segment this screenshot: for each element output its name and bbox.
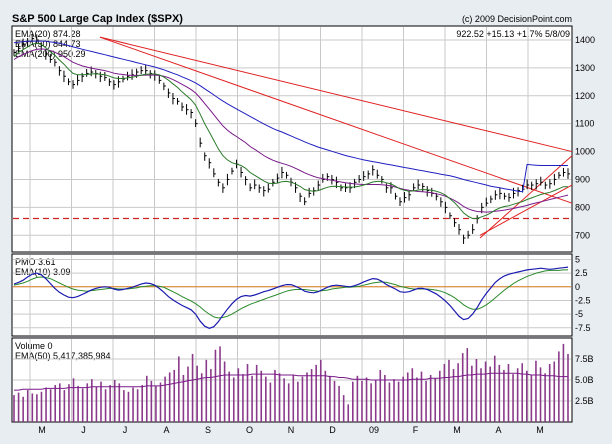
month-label: F — [413, 425, 419, 435]
y-tick-label: 0 — [575, 282, 580, 292]
pmo-frame — [11, 253, 573, 337]
legend-entry: EMA(20) 874.28 — [15, 29, 81, 39]
price-frame — [11, 25, 573, 253]
y-tick-label: 1200 — [575, 91, 595, 101]
y-tick-label: 1300 — [575, 63, 595, 73]
y-tick-label: 800 — [575, 202, 590, 212]
legend-entry: EMA(50) 5,417,385,984 — [15, 351, 111, 361]
y-tick-label: -2.5 — [575, 295, 591, 305]
volume-ema50-line — [14, 372, 568, 391]
pmo-line — [13, 266, 569, 329]
ema20-line — [13, 42, 568, 219]
y-tick-label: 1000 — [575, 147, 595, 157]
y-tick-label: 7.5B — [575, 354, 594, 364]
month-label: O — [246, 425, 253, 435]
price-quote: 922.52 +15.13 +1.7% 5/8/09 — [456, 29, 570, 39]
y-tick-label: 2.5B — [575, 396, 594, 406]
month-axis: M J J A S O N D 09 F M A M — [38, 425, 544, 435]
y-tick-label: 1100 — [575, 119, 594, 129]
legend-entry: Volume 0 — [15, 341, 53, 351]
month-label: A — [495, 425, 501, 435]
copyright-text: (c) 2009 DecisionPoint.com — [462, 14, 572, 24]
month-label: M — [38, 425, 46, 435]
trendline-mid — [99, 36, 573, 204]
month-label: 09 — [369, 425, 379, 435]
y-tick-label: 1400 — [575, 35, 595, 45]
price-panel: 922.52 +15.13 +1.7% 5/8/09 EMA(20) 874.2… — [11, 25, 595, 253]
y-tick-label: 2.5 — [575, 268, 588, 278]
y-tick-label: -5 — [575, 309, 583, 319]
month-label: J — [81, 425, 86, 435]
legend-entry: PMO 3.61 — [15, 257, 56, 267]
trendline-upper — [99, 36, 573, 153]
trendline-rising-lower — [479, 184, 573, 236]
month-label: S — [205, 425, 211, 435]
month-label: J — [123, 425, 128, 435]
y-tick-label: 5.0B — [575, 375, 594, 385]
chart-title: S&P 500 Large Cap Index ($SPX) — [12, 13, 183, 25]
month-label: M — [453, 425, 461, 435]
month-label: D — [329, 425, 336, 435]
y-tick-label: 5 — [575, 254, 580, 264]
trendline-rising-upper — [479, 155, 573, 239]
month-label: M — [536, 425, 544, 435]
month-label: A — [163, 425, 169, 435]
ema50-line — [13, 48, 569, 213]
legend-entry: EMA(10) 3.09 — [15, 267, 71, 277]
y-tick-label: -7.5 — [575, 323, 591, 333]
ema200-line — [13, 40, 568, 193]
month-label: N — [288, 425, 295, 435]
y-tick-label: 900 — [575, 174, 590, 184]
legend-entry: EMA(50) 844.73 — [15, 39, 81, 49]
y-tick-label: 700 — [575, 230, 590, 240]
